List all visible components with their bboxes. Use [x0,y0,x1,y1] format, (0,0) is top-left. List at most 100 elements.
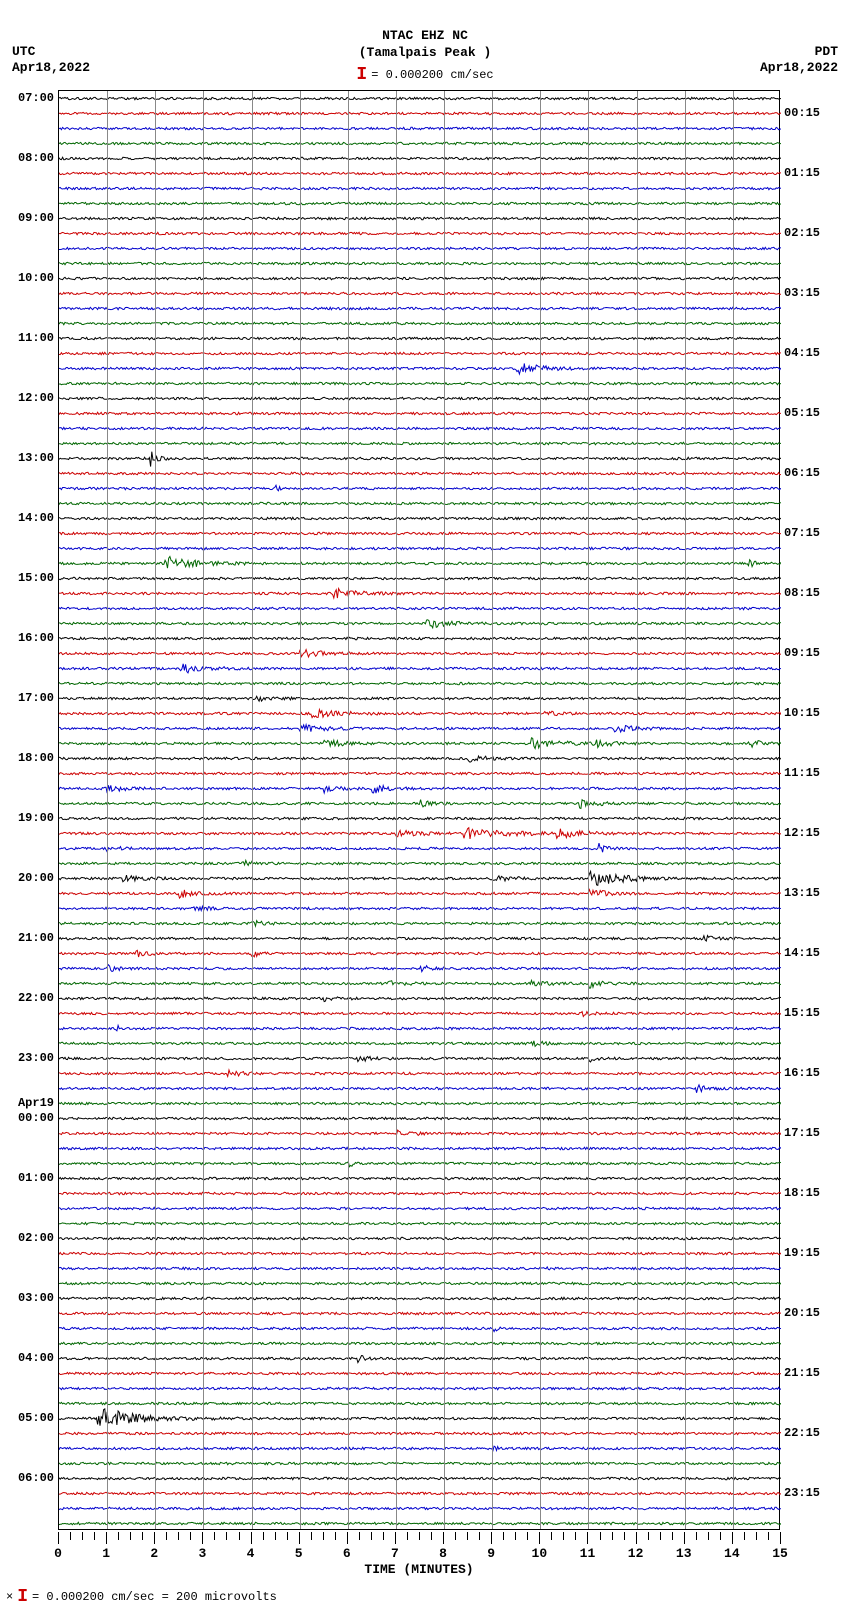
left-time-label: 12:00 [18,391,54,405]
x-tick-major [732,1532,733,1544]
x-tick-minor [190,1532,191,1540]
footer-scale: × I = 0.000200 cm/sec = 200 microvolts [6,1590,277,1604]
right-time-label: 05:15 [784,406,820,420]
x-tick-minor [323,1532,324,1540]
footer-bar-icon: I [17,1592,28,1603]
seismic-trace [59,382,781,384]
right-time-label: 11:15 [784,766,820,780]
seismogram-plot [58,90,780,1530]
seismic-trace [59,1507,781,1509]
seismic-trace [59,363,781,374]
x-tick-minor [178,1532,179,1540]
seismic-trace [59,127,781,129]
x-tick-minor [214,1532,215,1540]
x-tick-label: 7 [391,1546,399,1561]
left-time-label: 19:00 [18,811,54,825]
seismic-trace [59,277,781,279]
x-tick-minor [455,1532,456,1540]
x-tick-minor [744,1532,745,1540]
grid-line [637,91,638,1529]
seismic-trace [59,997,781,1002]
x-tick-label: 2 [150,1546,158,1561]
x-tick-minor [263,1532,264,1540]
seismic-trace [59,1312,781,1314]
timezone-right: PDT Apr18,2022 [760,44,838,75]
seismic-trace [59,97,781,99]
x-tick-major [636,1532,637,1544]
x-tick-label: 5 [295,1546,303,1561]
scale-text: = 0.000200 cm/sec [371,68,493,82]
left-time-label: 21:00 [18,931,54,945]
grid-line [155,91,156,1529]
seismic-trace [59,1130,781,1135]
seismic-trace [59,1432,781,1434]
x-tick-major [58,1532,59,1544]
x-tick-minor [467,1532,468,1540]
seismic-trace [59,890,781,899]
seismic-trace [59,860,781,865]
seismic-trace [59,1327,781,1332]
seismic-trace [59,1267,781,1270]
seismic-trace [59,202,781,204]
seismic-trace [59,817,781,819]
seismic-trace [59,1025,781,1030]
seismic-trace [59,1207,781,1209]
grid-line [203,91,204,1529]
seismic-trace [59,871,781,885]
seismic-trace [59,980,781,988]
x-tick-minor [407,1532,408,1540]
right-time-label: 07:15 [784,526,820,540]
x-tick-minor [371,1532,372,1540]
station-code: NTAC EHZ NC [0,28,850,45]
seismic-trace [59,664,781,673]
x-tick-minor [359,1532,360,1540]
x-tick-minor [708,1532,709,1540]
x-tick-minor [720,1532,721,1540]
seismic-trace [59,337,781,339]
seismic-trace [59,502,781,504]
seismic-trace [59,1085,781,1093]
seismic-trace [59,1117,781,1119]
x-tick-major [106,1532,107,1544]
right-time-label: 15:15 [784,1006,820,1020]
seismic-trace [59,472,781,474]
x-tick-minor [672,1532,673,1540]
seismic-trace [59,112,781,114]
seismic-trace [59,936,781,942]
seismic-trace [59,1057,781,1063]
seismic-trace [59,828,781,839]
x-tick-major [251,1532,252,1544]
x-tick-label: 15 [772,1546,788,1561]
seismic-trace [59,1446,781,1450]
seismic-trace [59,142,781,144]
seismic-trace [59,756,781,762]
seismic-trace [59,696,781,701]
left-time-label: 01:00 [18,1171,54,1185]
timezone-left: UTC Apr18,2022 [12,44,90,75]
x-tick-label: 13 [676,1546,692,1561]
left-time-label: 03:00 [18,1291,54,1305]
x-tick-minor [768,1532,769,1540]
right-time-label: 02:15 [784,226,820,240]
x-tick-label: 1 [102,1546,110,1561]
x-tick-major [395,1532,396,1544]
right-time-label: 16:15 [784,1066,820,1080]
seismic-trace [59,1477,781,1479]
tz-right-code: PDT [760,44,838,60]
right-time-label: 21:15 [784,1366,820,1380]
seismic-trace [59,1252,781,1254]
right-time-label: 01:15 [784,166,820,180]
x-tick-label: 4 [247,1546,255,1561]
seismic-trace [59,247,781,249]
right-time-label: 08:15 [784,586,820,600]
seismic-trace [59,1387,781,1389]
seismic-trace [59,1282,781,1284]
grid-line [396,91,397,1529]
x-tick-minor [503,1532,504,1540]
x-tick-minor [287,1532,288,1540]
x-tick-label: 0 [54,1546,62,1561]
right-time-label: 10:15 [784,706,820,720]
x-tick-minor [166,1532,167,1540]
x-tick-minor [479,1532,480,1540]
x-tick-label: 10 [532,1546,548,1561]
